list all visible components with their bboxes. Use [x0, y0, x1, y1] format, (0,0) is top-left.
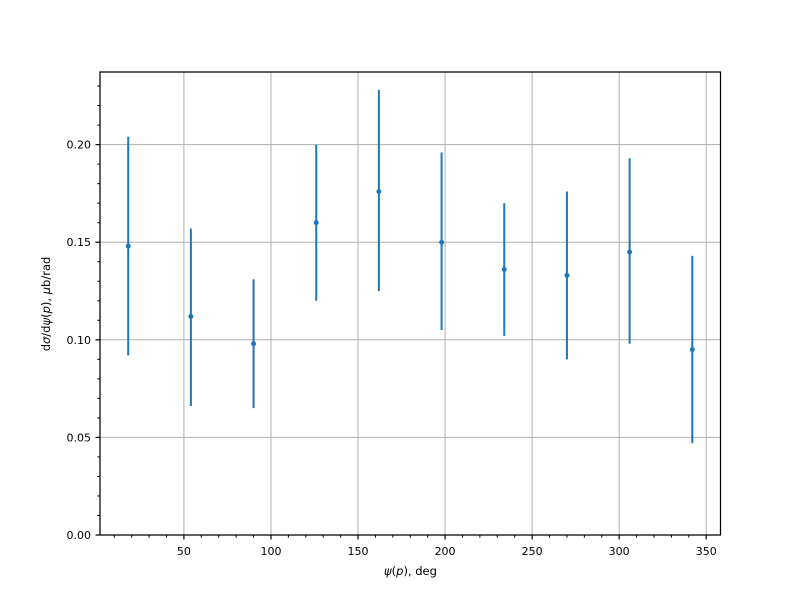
- y-axis-label: dσ/dψ(p), μb/rad: [39, 256, 53, 352]
- data-point-marker: [501, 267, 507, 273]
- data-point-marker: [689, 347, 695, 353]
- data-point-marker: [564, 272, 570, 278]
- data-point-marker: [439, 239, 445, 245]
- data-point-marker: [251, 341, 257, 347]
- y-tick-label: 0.15: [67, 236, 92, 249]
- x-tick-label: 350: [696, 545, 717, 558]
- y-tick-label: 0.10: [67, 334, 92, 347]
- x-tick-label: 50: [177, 545, 191, 558]
- data-point-marker: [313, 220, 319, 226]
- data-point-marker: [188, 313, 194, 319]
- x-tick-label: 150: [348, 545, 369, 558]
- x-tick-label: 300: [609, 545, 630, 558]
- y-tick-label: 0.20: [67, 139, 92, 152]
- y-tick-label: 0.00: [67, 529, 92, 542]
- data-point-marker: [125, 243, 131, 249]
- x-tick-label: 250: [522, 545, 543, 558]
- x-tick-label: 100: [260, 545, 281, 558]
- plot-border: [99, 71, 722, 536]
- data-point-marker: [627, 249, 633, 255]
- data-point-marker: [376, 188, 382, 194]
- x-tick-label: 200: [435, 545, 456, 558]
- y-tick-label: 0.05: [67, 431, 92, 444]
- x-axis-label: ψ(p), deg: [384, 564, 437, 578]
